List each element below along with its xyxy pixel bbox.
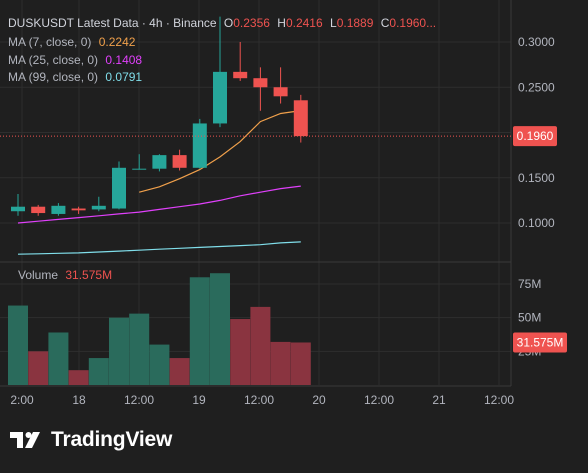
ohlc-open: O0.2356 [223,16,270,30]
candle-body [71,208,86,211]
ma7-label: MA (7, close, 0) [8,35,92,49]
candle-body [132,168,147,170]
candle [31,204,46,216]
tradingview-logo-icon [10,432,40,448]
price-tick-label: 0.1000 [518,216,555,230]
ma-line-2 [17,185,301,224]
volume-bar [290,342,311,385]
candle-body [172,155,187,168]
volume-bar [109,317,129,385]
candle [192,118,207,169]
price-tick-label: 0.3000 [518,35,555,49]
ma7-value: 0.2242 [98,35,136,49]
time-tick-label: 12:00 [484,393,514,407]
volume-tick-label: 75M [518,277,541,291]
volume-bar [270,341,291,385]
candles [11,16,308,216]
ma7-legend: MA (7, close, 0) 0.2242 [8,35,135,49]
moving-average-lines [17,110,301,255]
ohlc-low: L0.1889 [330,16,374,30]
ma99-label: MA (99, close, 0) [8,70,99,84]
volume-bar [48,332,69,385]
price-tick-label: 0.1500 [518,171,555,185]
volume-bar [8,305,28,385]
time-tick-label: 18 [72,393,86,407]
ma-line-3 [17,241,301,255]
candle-body [192,123,207,168]
volume-bar [250,306,271,385]
candle-body [233,71,248,79]
volume-tick-label: 50M [518,311,541,325]
candle [71,206,86,214]
axes: 0.10000.15000.20000.25000.300025M50M75M2… [10,35,555,407]
ma25-label: MA (25, close, 0) [8,53,99,67]
last-price-tag: 0.1960 [517,129,554,143]
candle [152,154,167,172]
last-volume-tag: 31.575M [517,335,564,349]
volume-bar [129,313,150,385]
volume-bar [169,358,190,385]
brand-name: TradingView [51,428,173,451]
price-tick-label: 0.2500 [518,80,555,94]
candle [132,154,147,170]
candle-body [293,100,308,137]
candle [253,67,268,111]
candle-body [11,206,25,212]
candle [112,161,126,210]
volume-legend: Volume 31.575M [18,268,112,282]
candle [213,16,227,128]
candle [172,149,187,171]
time-tick-label: 12:00 [244,393,274,407]
candle-body [273,87,288,97]
price-tags: 0.1960 31.575M [0,126,567,353]
time-tick-label: 2:00 [10,393,34,407]
time-tick-label: 12:00 [124,393,154,407]
ohlc-legend: DUSKUSDT Latest Data · 4h · Binance O0.2… [8,16,436,30]
time-tick-label: 12:00 [364,393,394,407]
candle-body [213,71,227,124]
candle [91,196,106,212]
candle-body [152,155,167,169]
volume-bar [28,351,49,385]
time-tick-label: 19 [192,393,206,407]
last-volume-tag-bg [513,332,567,353]
candle [233,42,248,81]
candle [273,67,288,104]
candle-body [31,206,46,214]
volume-bar [88,358,109,385]
candle-body [91,205,106,210]
ma99-legend: MA (99, close, 0) 0.0791 [8,70,142,84]
candle-body [112,167,126,209]
last-price-tag-bg [513,126,557,147]
ma25-value: 0.1408 [105,53,143,67]
ma25-legend: MA (25, close, 0) 0.1408 [8,53,142,67]
volume-bar [189,277,210,385]
volume-bars [8,273,311,385]
volume-bar [68,370,89,385]
ma-line-1 [139,110,301,193]
ma99-value: 0.0791 [105,70,143,84]
time-tick-label: 20 [312,393,326,407]
volume-bar [210,273,230,385]
candle [11,194,25,216]
volume-value: 31.575M [65,268,113,282]
volume-bar [149,344,170,385]
candle-body [253,78,268,88]
tradingview-logo[interactable]: TradingView [10,428,172,452]
candle [51,203,66,216]
time-tick-label: 21 [432,393,446,407]
volume-bar [230,319,251,385]
ohlc-close: C0.1960... [380,16,437,30]
symbol-line: DUSKUSDT Latest Data · 4h · Binance [8,16,217,30]
volume-label: Volume [18,268,59,282]
candle-body [51,205,66,214]
candle [293,94,308,143]
ohlc-high: H0.2416 [277,16,323,30]
